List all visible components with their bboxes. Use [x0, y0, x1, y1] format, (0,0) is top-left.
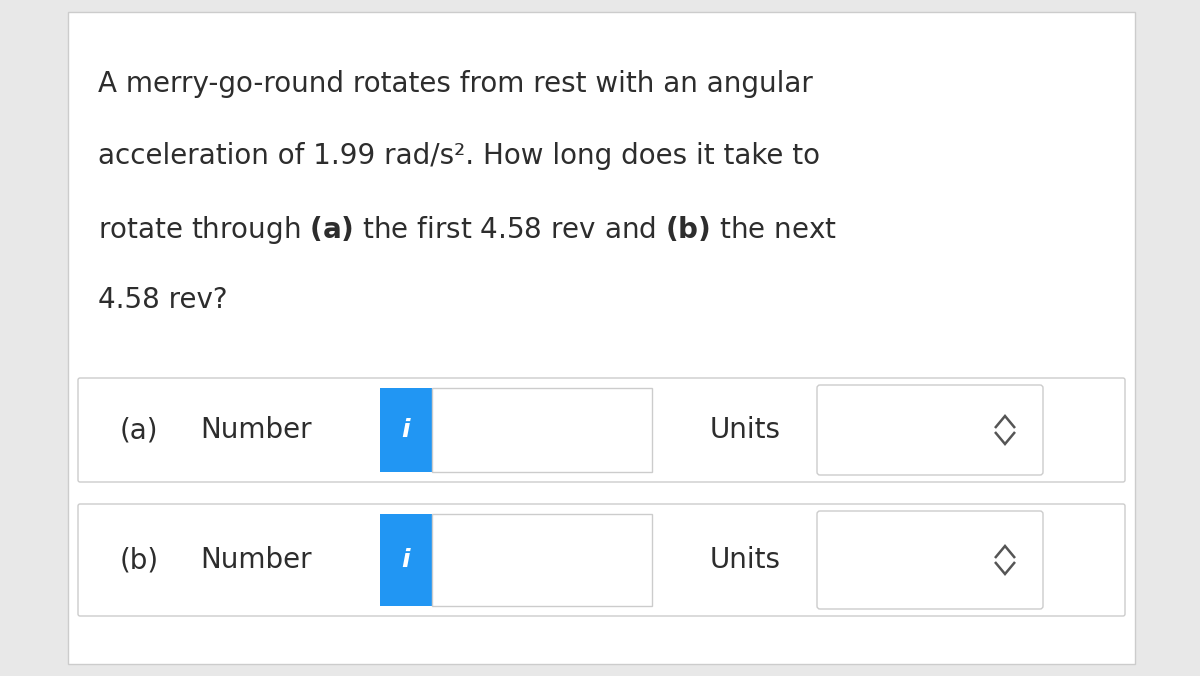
Text: Number: Number: [200, 416, 312, 444]
Text: i: i: [402, 418, 410, 442]
FancyBboxPatch shape: [432, 388, 652, 472]
Text: (b): (b): [120, 546, 160, 574]
FancyBboxPatch shape: [432, 514, 652, 606]
Text: Units: Units: [710, 416, 781, 444]
Text: A merry-go-round rotates from rest with an angular: A merry-go-round rotates from rest with …: [98, 70, 812, 98]
Text: i: i: [402, 548, 410, 572]
Text: (a): (a): [120, 416, 158, 444]
FancyBboxPatch shape: [78, 504, 1126, 616]
FancyBboxPatch shape: [78, 378, 1126, 482]
FancyBboxPatch shape: [817, 385, 1043, 475]
Text: Units: Units: [710, 546, 781, 574]
FancyBboxPatch shape: [380, 388, 432, 472]
FancyBboxPatch shape: [68, 12, 1135, 664]
FancyBboxPatch shape: [817, 511, 1043, 609]
FancyBboxPatch shape: [380, 514, 432, 606]
Text: acceleration of 1.99 rad/s². How long does it take to: acceleration of 1.99 rad/s². How long do…: [98, 142, 820, 170]
Text: 4.58 rev?: 4.58 rev?: [98, 286, 228, 314]
Text: rotate through $\mathbf{(a)}$ the first 4.58 rev and $\mathbf{(b)}$ the next: rotate through $\mathbf{(a)}$ the first …: [98, 214, 836, 246]
Text: Number: Number: [200, 546, 312, 574]
